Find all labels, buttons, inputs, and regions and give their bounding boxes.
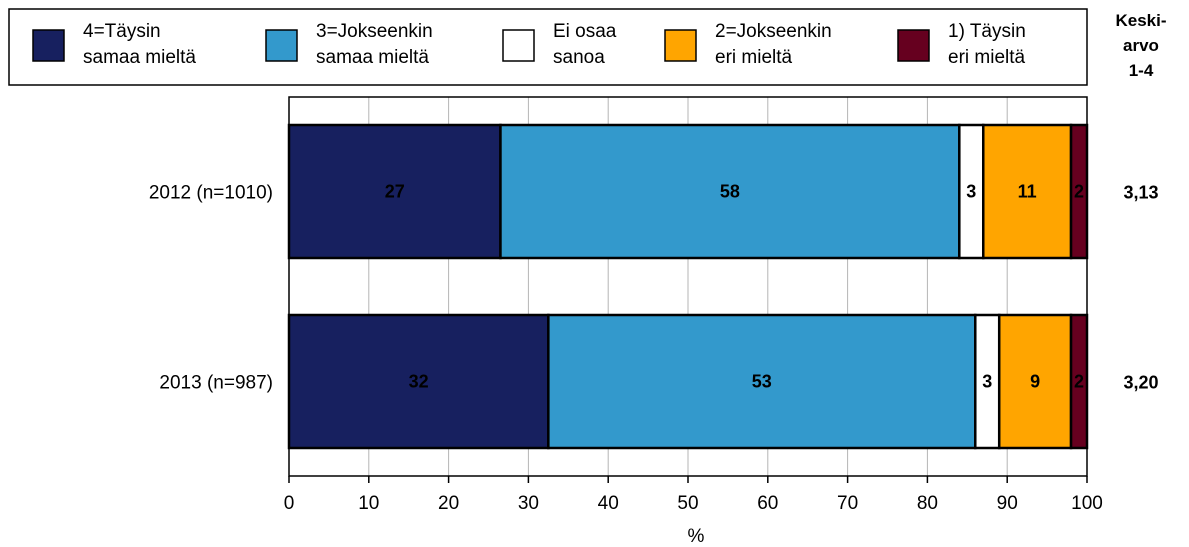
x-tick-label: 60 bbox=[757, 493, 778, 514]
x-axis-label: % bbox=[688, 526, 705, 547]
legend-label: sanoa bbox=[553, 47, 605, 68]
x-tick-label: 80 bbox=[917, 493, 938, 514]
data-label: 32 bbox=[409, 372, 429, 392]
legend-label: samaa mieltä bbox=[83, 47, 196, 68]
x-tick-label: 10 bbox=[358, 493, 379, 514]
mean-header: 1-4 bbox=[1129, 61, 1154, 80]
bar-segment bbox=[287, 313, 550, 450]
data-label: 11 bbox=[1018, 182, 1037, 202]
data-label: 2 bbox=[1074, 182, 1084, 202]
bar-segment bbox=[287, 123, 502, 260]
bar-segment bbox=[499, 123, 961, 260]
mean-value: 3,13 bbox=[1123, 183, 1158, 203]
legend-label: Ei osaa bbox=[553, 21, 617, 42]
legend-label: 3=Jokseenkin bbox=[316, 21, 433, 42]
data-label: 2 bbox=[1074, 372, 1084, 392]
mean-header: arvo bbox=[1123, 36, 1159, 55]
legend-label: 1) Täysin bbox=[948, 21, 1026, 42]
legend-swatch bbox=[897, 29, 930, 62]
x-tick-label: 100 bbox=[1071, 493, 1103, 514]
legend-label: 4=Täysin bbox=[83, 21, 161, 42]
x-tick-label: 30 bbox=[518, 493, 539, 514]
bar-segment bbox=[982, 123, 1073, 260]
mean-value: 3,20 bbox=[1123, 373, 1158, 393]
data-label: 27 bbox=[385, 182, 405, 202]
bar-segment bbox=[997, 313, 1073, 450]
category-label: 2012 (n=1010) bbox=[149, 183, 273, 204]
data-label: 53 bbox=[752, 372, 772, 392]
x-tick-label: 20 bbox=[438, 493, 459, 514]
legend-label: samaa mieltä bbox=[316, 47, 429, 68]
legend-label: eri mieltä bbox=[715, 47, 793, 68]
data-label: 3 bbox=[966, 182, 976, 202]
legend-label: 2=Jokseenkin bbox=[715, 21, 832, 42]
x-tick-label: 50 bbox=[677, 493, 698, 514]
legend-swatch bbox=[32, 29, 65, 62]
legend-swatch bbox=[502, 29, 535, 62]
data-label: 9 bbox=[1030, 372, 1040, 392]
legend-swatch bbox=[265, 29, 298, 62]
data-label: 3 bbox=[982, 372, 992, 392]
mean-header: Keski- bbox=[1115, 11, 1166, 30]
x-tick-label: 70 bbox=[837, 493, 858, 514]
data-label: 58 bbox=[720, 182, 740, 202]
x-tick-label: 90 bbox=[997, 493, 1018, 514]
x-tick-label: 40 bbox=[598, 493, 619, 514]
x-tick-label: 0 bbox=[284, 493, 295, 514]
category-label: 2013 (n=987) bbox=[159, 373, 273, 394]
legend-swatch bbox=[664, 29, 697, 62]
legend-label: eri mieltä bbox=[948, 47, 1026, 68]
